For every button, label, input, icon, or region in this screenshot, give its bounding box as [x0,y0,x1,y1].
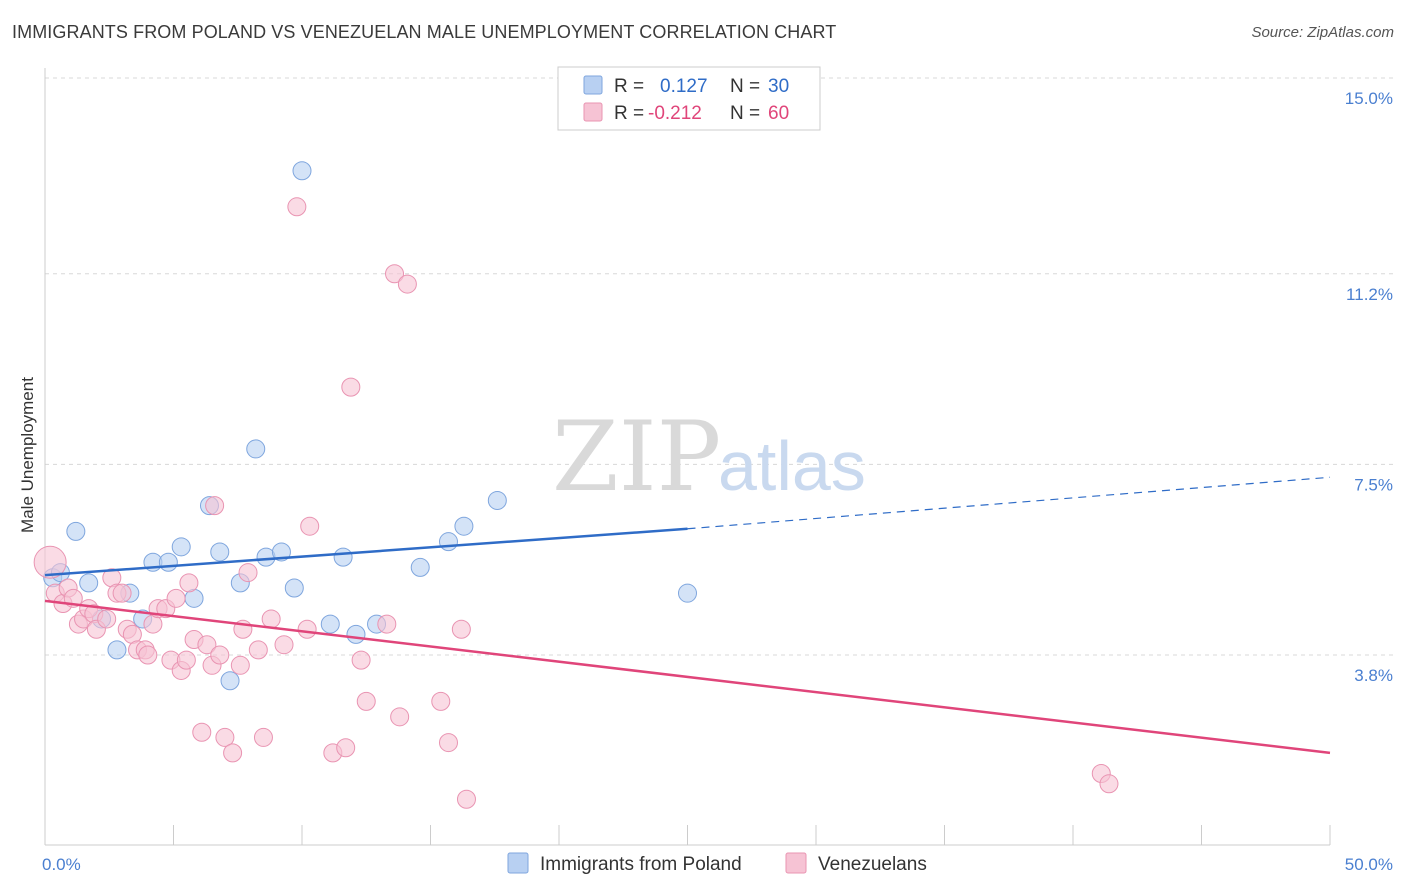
poland-point [79,573,99,593]
y-tick-label: 15.0% [1345,89,1393,108]
venezuelans-point [341,377,361,397]
legend-swatch-poland [507,852,529,874]
venezuelans-point [390,707,410,727]
poland-point [333,547,353,567]
venezuelans-trend-line [44,599,1331,755]
legend-swatch-pink [583,102,603,122]
venezuelans-point [431,691,451,711]
venezuelans-point [230,655,250,675]
venezuelans-point [287,197,307,217]
legend-n-value-blue: 30 [768,76,789,97]
points-layer [33,161,1119,809]
y-axis-title: Male Unemployment [18,377,37,533]
y-tick-label: 7.5% [1354,475,1393,494]
poland-trend-extension [687,476,1331,530]
poland-point [346,624,366,644]
poland-point [410,557,430,577]
x-tick-label-max: 50.0% [1345,855,1393,874]
poland-point [284,578,304,598]
legend-r-value-blue: 0.127 [660,76,708,97]
venezuelans-point [385,264,405,284]
venezuelans-point [248,640,268,660]
watermark: ZIP atlas [552,401,866,513]
venezuelans-point [138,645,158,665]
poland-point [220,671,240,691]
poland-point [454,516,474,536]
y-tick-label: 11.2% [1346,285,1393,304]
venezuelans-point [300,516,320,536]
watermark-atlas: atlas [718,427,866,505]
venezuelans-point [1099,774,1119,794]
venezuelans-point [179,573,199,593]
poland-point [246,439,266,459]
legend-swatch-blue [583,75,603,95]
venezuelans-point [274,635,294,655]
venezuelans-point [176,650,196,670]
y-tick-label: 3.8% [1354,666,1393,685]
venezuelans-point [210,645,230,665]
venezuelans-point [336,738,356,758]
venezuelans-point [397,274,417,294]
chart-source: Source: ZipAtlas.com [1251,24,1394,41]
venezuelans-point [438,733,458,753]
venezuelans-point [253,727,273,747]
poland-point [292,161,312,181]
venezuelans-point [223,743,243,763]
venezuelans-point [166,588,186,608]
legend-n-label-blue: N = [730,76,760,97]
chart-title: IMMIGRANTS FROM POLAND VS VENEZUELAN MAL… [12,22,837,42]
venezuelans-point [205,496,225,516]
venezuelans-point [351,650,371,670]
poland-point [678,583,697,603]
legend-n-label-pink: N = [730,103,760,124]
poland-trend-line [44,527,688,577]
poland-point [487,490,507,510]
poland-point [438,532,458,552]
legend-label-venezuelans: Venezuelans [818,854,927,875]
legend-label-poland: Immigrants from Poland [540,854,742,875]
legend-r-value-pink: -0.212 [648,103,702,124]
correlation-legend: R = 0.127 N = 30 R = -0.212 N = 60 [557,66,821,131]
venezuelans-point [456,789,476,809]
venezuelans-point [238,563,258,583]
poland-point [210,542,230,562]
series-legend: Immigrants from Poland Venezuelans [507,852,927,875]
venezuelans-point [451,619,471,639]
venezuelans-point [377,614,397,634]
venezuelans-point [33,545,67,579]
venezuelans-point [215,727,235,747]
venezuelans-point [197,635,217,655]
venezuelans-point [192,722,212,742]
poland-point [320,614,340,634]
poland-point [107,640,127,660]
venezuelans-point [297,619,317,639]
venezuelans-point [97,609,117,629]
legend-n-value-pink: 60 [768,103,789,124]
legend-swatch-venezuelans [785,852,807,874]
axes-layer: 3.8% 7.5% 11.2% 15.0% 0.0% 50.0% [42,68,1393,874]
legend-r-label-blue: R = [614,76,644,97]
poland-point [271,542,291,562]
poland-point [158,552,178,572]
venezuelans-point [356,691,376,711]
poland-point [66,521,86,541]
legend-r-label-pink: R = [614,103,644,124]
watermark-zip: ZIP [552,401,721,513]
venezuelans-point [112,583,132,603]
x-tick-label-min: 0.0% [42,855,81,874]
poland-point [171,537,191,557]
trend-layer [44,476,1331,755]
venezuelans-point [261,609,281,629]
